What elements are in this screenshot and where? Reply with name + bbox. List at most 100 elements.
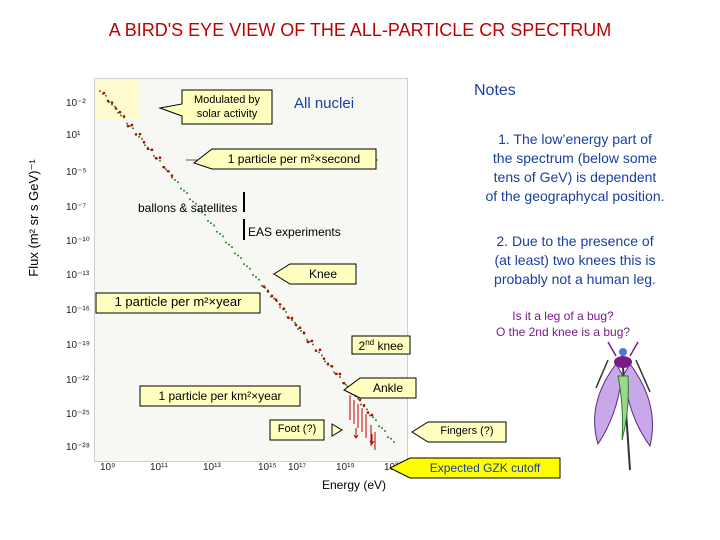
spectrum-point (158, 156, 162, 159)
note-1-line: the spectrum (below some (492, 150, 658, 166)
note-2-line: (at least) two knees this is (494, 252, 656, 268)
y-tick: 10⁻¹⁶ (66, 305, 90, 316)
spectrum-point (262, 285, 266, 288)
spectrum-point (297, 328, 299, 331)
spectrum-point (282, 307, 286, 310)
spectrum-point (240, 256, 242, 259)
spectrum-point (362, 404, 366, 407)
spectrum-point (134, 133, 138, 136)
spectrum-point (142, 140, 146, 144)
x-tick: 10¹³ (203, 462, 221, 473)
y-tick: 10⁻¹³ (66, 270, 90, 281)
spectrum-point (216, 230, 218, 233)
spectrum-point (162, 165, 166, 169)
spectrum-point (213, 224, 215, 227)
spectrum-point (243, 263, 245, 266)
callout-box-m2-second (192, 148, 377, 170)
note-2: 2. Due to the presence of (at least) two… (460, 232, 690, 289)
bug-question-line: Is it a leg of a bug? (512, 309, 614, 323)
x-tick: 10¹¹ (150, 462, 168, 473)
spectrum-point (338, 372, 342, 376)
x-axis-label: Energy (eV) (322, 478, 387, 492)
spectrum-point (166, 169, 170, 173)
spectrum-point (144, 144, 146, 147)
callout-box-foot (269, 419, 325, 441)
spectrum-point (177, 181, 179, 184)
spectrum-point (278, 303, 282, 306)
spectrum-point (138, 135, 140, 138)
spectrum-point (285, 311, 287, 314)
spectrum-point (366, 411, 370, 414)
callout-gzk: Expected GZK cutoff (429, 461, 541, 475)
spectrum-point (120, 114, 122, 117)
spectrum-point (279, 306, 281, 309)
spectrum-point (129, 125, 131, 128)
spectrum-point (360, 403, 362, 406)
y-tick: 10⁻² (66, 98, 86, 109)
spectrum-point (266, 290, 270, 293)
callout-m2-year: 1 particle per m²×year (114, 294, 242, 309)
spectrum-point (126, 122, 128, 125)
callout-ankle: Ankle (372, 381, 404, 395)
callout-m2-second: 1 particle per m²×second (227, 152, 361, 166)
spectrum-point (334, 372, 338, 376)
spectrum-point (118, 110, 122, 114)
spectrum-point (171, 176, 173, 179)
notes-title: Notes (474, 82, 516, 99)
y-tick: 10⁻²² (66, 375, 90, 386)
callout-box-gzk (388, 457, 561, 479)
spectrum-point (372, 416, 374, 419)
spectrum-point (114, 105, 116, 108)
y-tick: 10⁻²⁵ (66, 409, 90, 420)
callout-ballons: ballons & satellites (138, 201, 238, 215)
spectrum-point (141, 138, 143, 141)
note-1-line: 1. The low’energy part of (498, 131, 652, 147)
spectrum-point (252, 273, 254, 276)
spectrum-point (291, 319, 293, 322)
spectrum-point (111, 103, 113, 106)
spectrum-point (231, 246, 233, 249)
spectrum-point (321, 354, 323, 357)
x-tick: 10¹⁷ (288, 462, 307, 473)
spectrum-point (198, 209, 200, 212)
spectrum-point (294, 321, 296, 324)
spectrum-point (309, 340, 311, 343)
bug-illustration (594, 341, 653, 471)
spectrum-point (375, 419, 377, 422)
spectrum-point (357, 397, 359, 400)
spectrum-point (201, 211, 203, 214)
spectrum-point (204, 213, 206, 216)
note-1-line: of the geographycal position. (485, 188, 665, 204)
callout-modulated: Modulated by solar activity (193, 94, 261, 120)
spectrum-point (378, 425, 380, 428)
spectrum-point (222, 235, 224, 238)
spectrum-point (126, 124, 130, 128)
spectrum-point (258, 278, 260, 281)
spectrum-point (117, 111, 119, 114)
spectrum-point (314, 349, 318, 352)
spectrum-point (384, 430, 386, 433)
spectrum-point (192, 200, 194, 203)
x-tick: 10¹⁵ (258, 462, 277, 473)
second-knee-suffix: nd (365, 338, 375, 347)
spectrum-point (138, 132, 142, 136)
spectrum-point (318, 351, 320, 354)
callout-all-nuclei: All nuclei (294, 95, 355, 112)
bug-question-line: O the 2nd knee is a bug? (495, 325, 631, 339)
spectrum-point (294, 323, 298, 327)
spectrum-point (195, 202, 197, 205)
spectrum-point (114, 107, 118, 110)
spectrum-point (366, 408, 368, 411)
bug-question: Is it a leg of a bug? O the 2nd knee is … (448, 308, 678, 340)
spectrum-point (345, 383, 347, 386)
y-tick: 10⁻⁷ (66, 202, 87, 213)
spectrum-point (369, 414, 371, 417)
callout-box-m2-year (95, 292, 261, 314)
spectrum-point (306, 340, 310, 344)
y-tick: 10⁻²⁸ (66, 442, 90, 453)
spectrum-point (234, 252, 236, 255)
callout-km2-year: 1 particle per km²×year (158, 389, 282, 403)
spectrum-point (286, 316, 290, 319)
spectrum-point (132, 127, 134, 130)
spectrum-point (170, 174, 174, 177)
